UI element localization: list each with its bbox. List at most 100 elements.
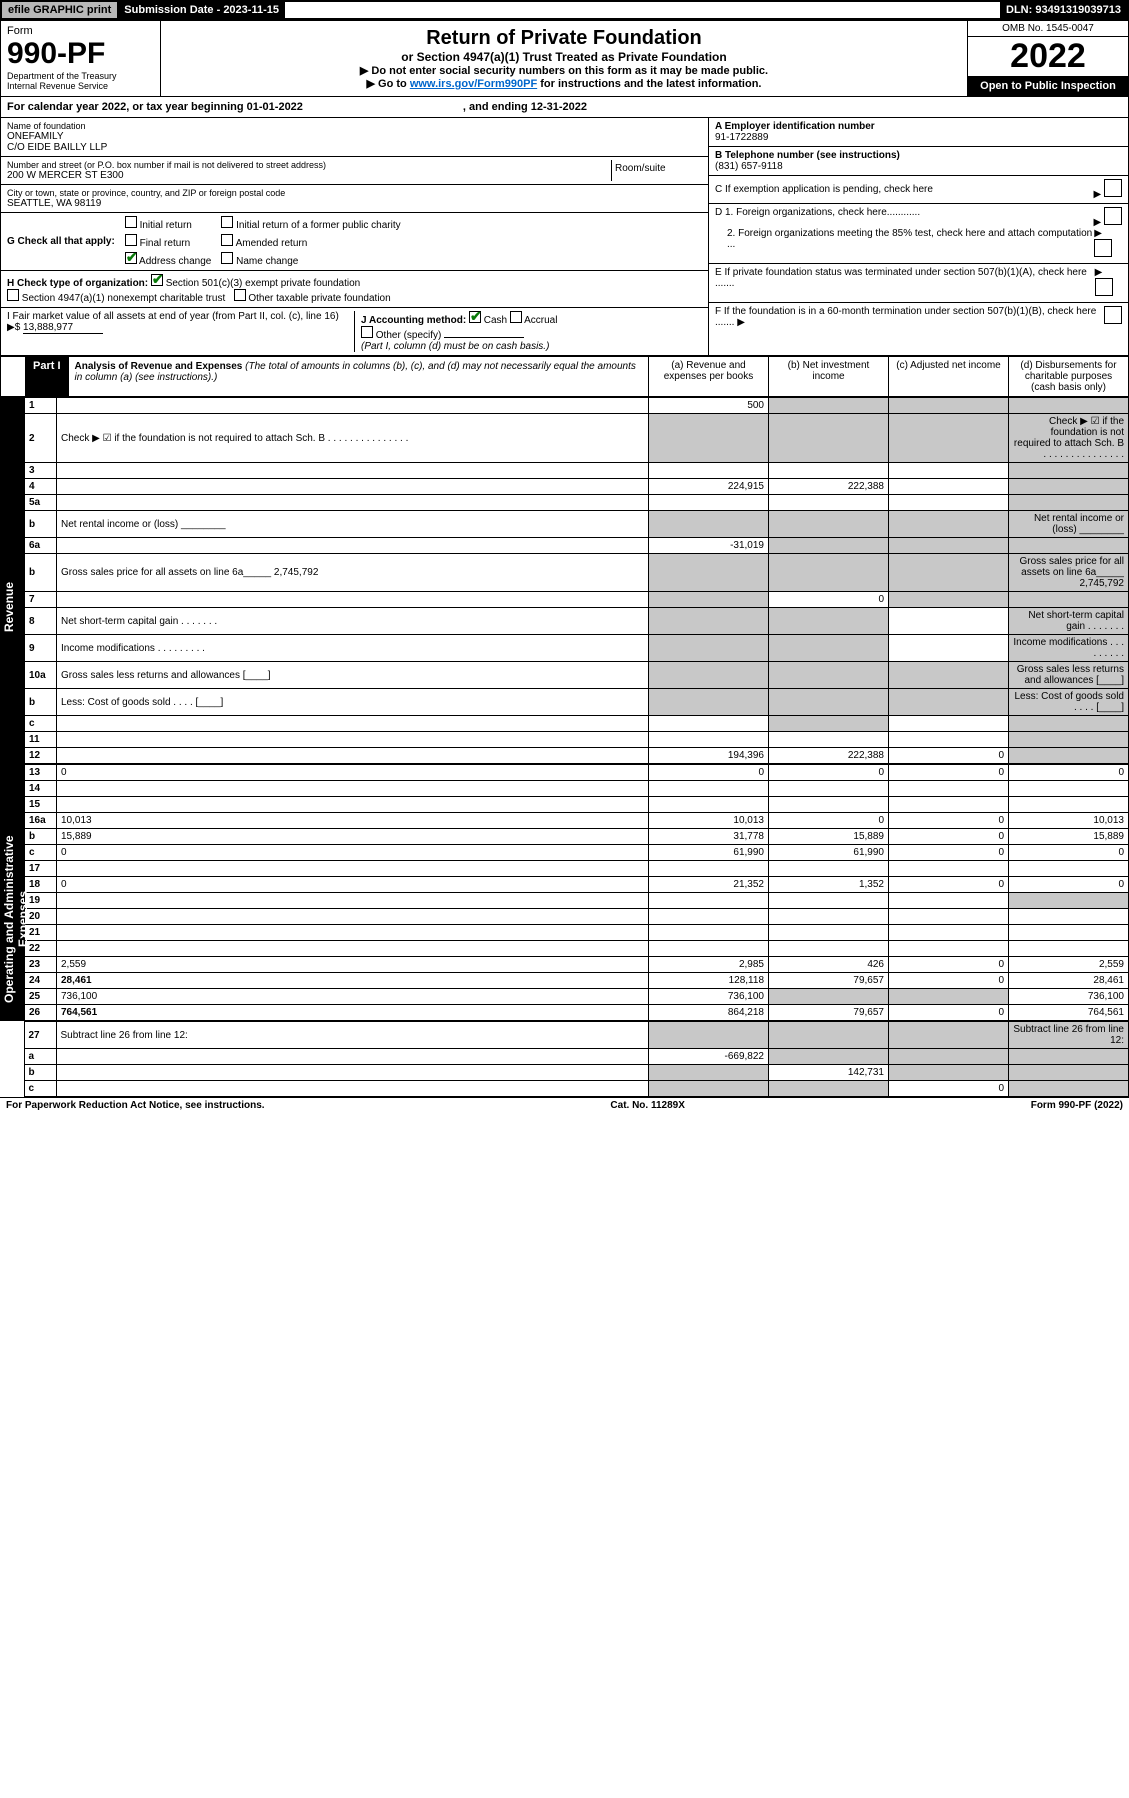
form-header: Form 990-PF Department of the Treasury I… — [0, 20, 1129, 97]
form-subtitle: or Section 4947(a)(1) Trust Treated as P… — [167, 50, 961, 64]
expenses-table: 1300000141516a10,01310,0130010,013b15,88… — [24, 764, 1129, 1021]
row-number: 17 — [25, 861, 57, 877]
row-description: Gross sales less returns and allowances … — [57, 662, 649, 689]
cell-b — [769, 511, 889, 538]
row-number: a — [24, 1049, 56, 1065]
checkbox-other-method[interactable] — [361, 326, 373, 338]
cell-a — [649, 592, 769, 608]
cell-d: Subtract line 26 from line 12: — [1009, 1022, 1129, 1049]
cell-d — [1009, 781, 1129, 797]
h-label: H Check type of organization: — [7, 278, 148, 289]
expenses-sidelabel: Operating and Administrative Expenses — [0, 817, 24, 1021]
checkbox-accrual[interactable] — [510, 311, 522, 323]
row-description — [57, 538, 649, 554]
cell-b — [769, 893, 889, 909]
cell-b — [769, 861, 889, 877]
row-number: 25 — [25, 989, 57, 1005]
checkbox-other-taxable[interactable] — [234, 289, 246, 301]
submission-date-label: Submission Date - 2023-11-15 — [118, 2, 285, 18]
cell-a: 736,100 — [649, 989, 769, 1005]
footer-left: For Paperwork Reduction Act Notice, see … — [6, 1100, 265, 1111]
cell-d: 0 — [1009, 877, 1129, 893]
cell-a — [649, 909, 769, 925]
cell-a — [649, 608, 769, 635]
irs-link[interactable]: www.irs.gov/Form990PF — [410, 78, 537, 90]
checkbox-d1[interactable] — [1104, 207, 1122, 225]
main-table-container: Revenue Operating and Administrative Exp… — [0, 397, 1129, 1021]
checkbox-name-change[interactable] — [221, 252, 233, 264]
table-row: 18021,3521,35200 — [25, 877, 1129, 893]
row-description — [57, 861, 649, 877]
row-number: b — [25, 554, 57, 592]
cell-b: 79,657 — [769, 973, 889, 989]
checkbox-cash[interactable] — [469, 311, 481, 323]
row-number: b — [25, 689, 57, 716]
cell-c — [889, 592, 1009, 608]
foundation-name-2: C/O EIDE BAILLY LLP — [7, 142, 702, 153]
row-description — [57, 748, 649, 764]
checkbox-4947[interactable] — [7, 289, 19, 301]
efile-print-button[interactable]: efile GRAPHIC print — [2, 2, 118, 18]
checkbox-f[interactable] — [1104, 306, 1122, 324]
checkbox-c[interactable] — [1104, 179, 1122, 197]
table-row: b142,731 — [0, 1065, 1129, 1081]
cell-d: Gross sales less returns and allowances … — [1009, 662, 1129, 689]
row-number: 27 — [24, 1022, 56, 1049]
checkbox-address-change[interactable] — [125, 252, 137, 264]
cell-c — [889, 1022, 1009, 1049]
row-number: b — [24, 1065, 56, 1081]
row-number: c — [25, 716, 57, 732]
row-description — [57, 781, 649, 797]
addr-label: Number and street (or P.O. box number if… — [7, 160, 611, 170]
checkbox-d2[interactable] — [1094, 239, 1112, 257]
cell-a: 31,778 — [649, 829, 769, 845]
row-number: 12 — [25, 748, 57, 764]
footer-right: Form 990-PF (2022) — [1031, 1100, 1123, 1111]
table-row: 25736,100736,100736,100 — [25, 989, 1129, 1005]
cell-a — [649, 463, 769, 479]
cell-a — [649, 689, 769, 716]
row-number: 5a — [25, 495, 57, 511]
d2-label: 2. Foreign organizations meeting the 85%… — [715, 228, 1094, 260]
cell-c — [889, 909, 1009, 925]
cell-d — [1009, 463, 1129, 479]
table-row: bNet rental income or (loss) ________Net… — [25, 511, 1129, 538]
cell-d: 15,889 — [1009, 829, 1129, 845]
table-row: 12194,396222,3880 — [25, 748, 1129, 764]
table-row: 16a10,01310,0130010,013 — [25, 813, 1129, 829]
cell-b: 222,388 — [769, 479, 889, 495]
cell-c: 0 — [889, 957, 1009, 973]
checkbox-final-return[interactable] — [125, 234, 137, 246]
cell-a — [649, 495, 769, 511]
row-description — [57, 592, 649, 608]
checkbox-amended[interactable] — [221, 234, 233, 246]
checkbox-initial-former[interactable] — [221, 216, 233, 228]
table-row: 19 — [25, 893, 1129, 909]
table-row: 11 — [25, 732, 1129, 748]
row-description: Less: Cost of goods sold . . . . [____] — [57, 689, 649, 716]
cell-c — [889, 716, 1009, 732]
checkbox-e[interactable] — [1095, 278, 1113, 296]
table-row: 9Income modifications . . . . . . . . .I… — [25, 635, 1129, 662]
cell-c: 0 — [889, 1081, 1009, 1097]
cell-c — [889, 689, 1009, 716]
form-label: Form — [7, 25, 154, 37]
cell-b — [769, 1022, 889, 1049]
cell-a — [649, 893, 769, 909]
row-number: 11 — [25, 732, 57, 748]
checkbox-initial-return[interactable] — [125, 216, 137, 228]
row-number: 16a — [25, 813, 57, 829]
row-description: 0 — [57, 765, 649, 781]
cell-a — [649, 861, 769, 877]
omb-number: OMB No. 1545-0047 — [968, 21, 1128, 37]
row-description — [57, 893, 649, 909]
row-number: 4 — [25, 479, 57, 495]
cell-d: 0 — [1009, 765, 1129, 781]
ein-value: 91-1722889 — [715, 132, 768, 143]
cell-b — [769, 925, 889, 941]
cell-c: 0 — [889, 748, 1009, 764]
cell-a — [649, 925, 769, 941]
cell-d — [1009, 1049, 1129, 1065]
checkbox-501c3[interactable] — [151, 274, 163, 286]
cell-b — [769, 554, 889, 592]
